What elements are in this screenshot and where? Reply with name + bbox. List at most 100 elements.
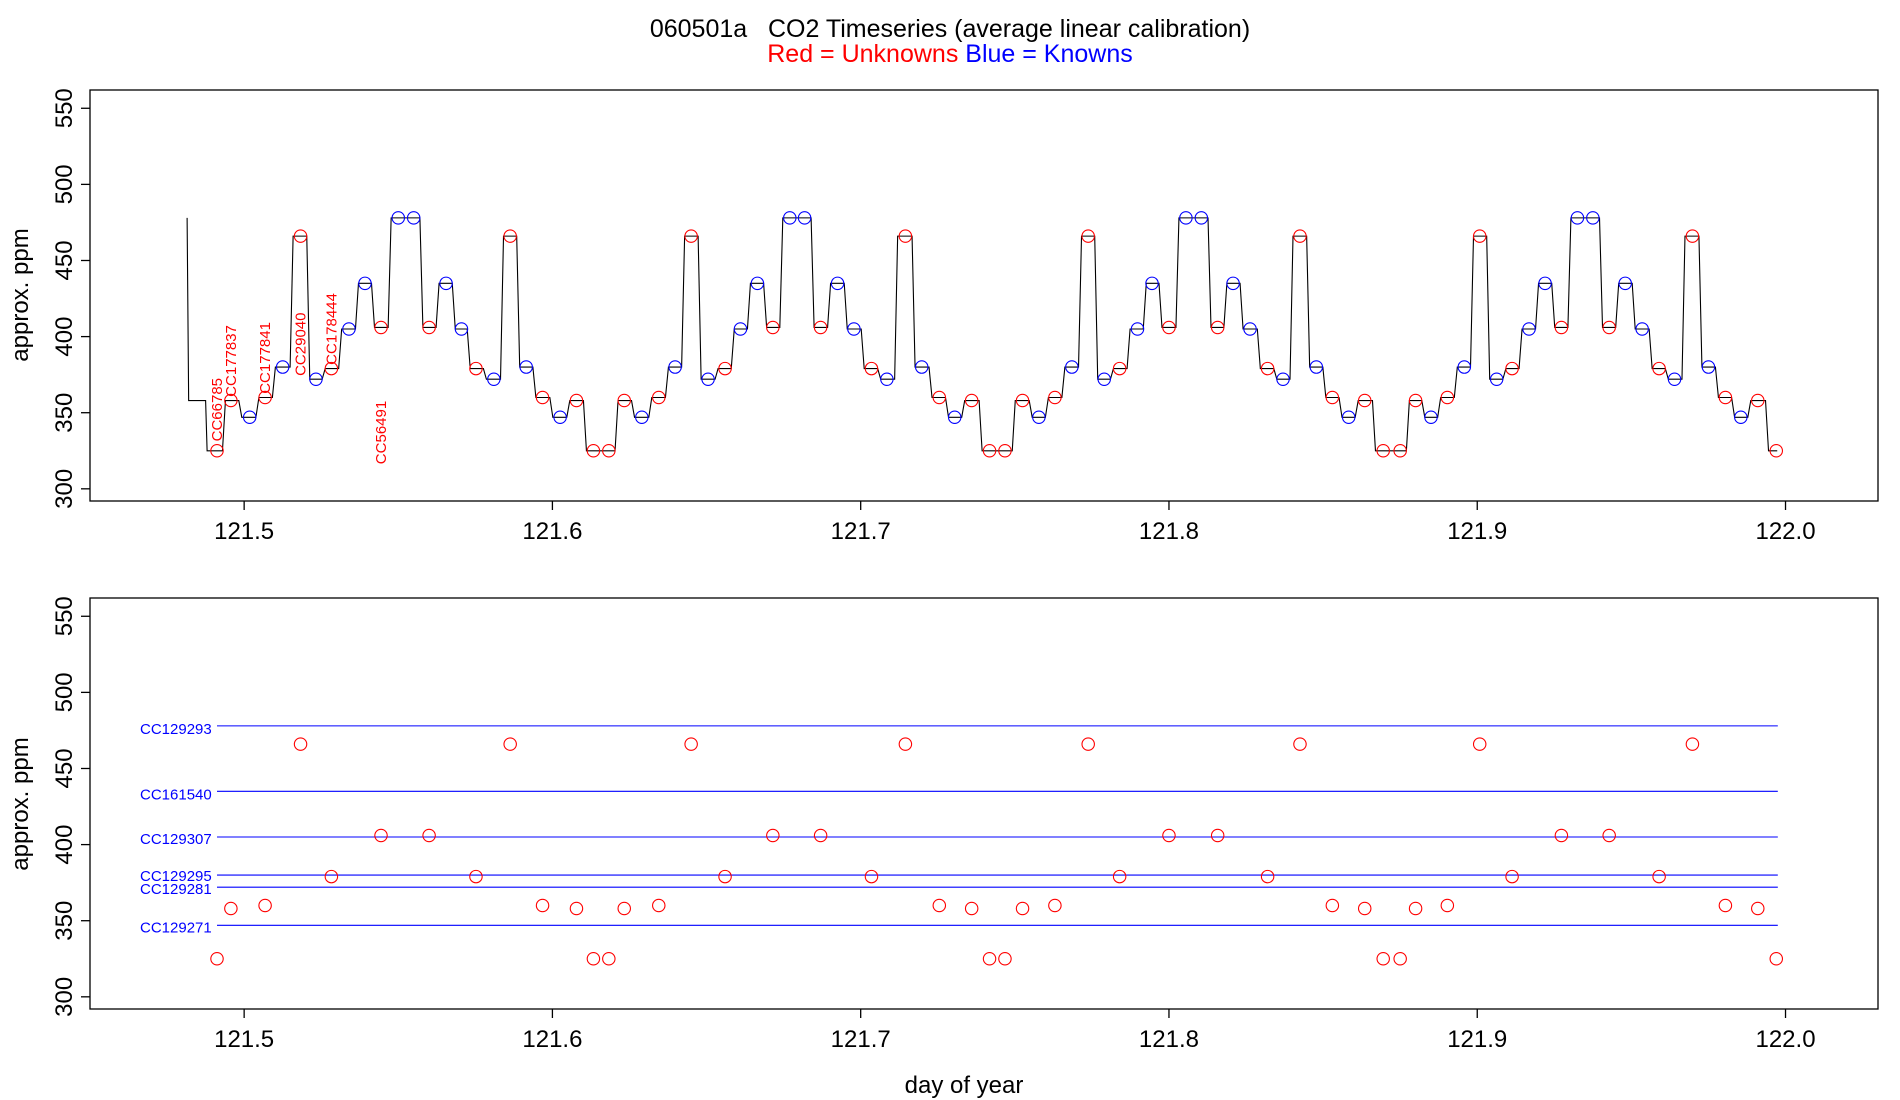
- unknown-point: [1554, 320, 1569, 335]
- unknown-point: [1112, 869, 1127, 884]
- unknown-point: [1325, 898, 1340, 913]
- unknown-point: [932, 898, 947, 913]
- unknown-point: [617, 901, 631, 916]
- unknown-point: [1293, 229, 1307, 243]
- reference-line-label: CC129307: [140, 831, 212, 848]
- known-point: [1065, 360, 1079, 374]
- known-point: [1276, 372, 1290, 386]
- y-axis-label-bottom: approx. ppm: [7, 737, 34, 870]
- top-x-tick-label: 122.0: [1755, 518, 1815, 545]
- unknown-point: [210, 952, 224, 966]
- top-y-tick-label: 400: [51, 317, 78, 357]
- known-point: [309, 372, 323, 386]
- unknown-point: [324, 869, 339, 884]
- unknown-point: [293, 229, 308, 243]
- known-point: [1226, 276, 1240, 291]
- plot-frame-top: [89, 89, 1879, 502]
- cylinder-id-label: CC29040: [293, 313, 310, 376]
- unknown-point: [1505, 361, 1519, 376]
- unknown-point: [1685, 229, 1700, 243]
- unknown-point: [898, 229, 913, 243]
- unknown-point: [766, 320, 780, 335]
- known-point: [1424, 410, 1438, 425]
- top-x-tick-label: 121.6: [522, 518, 582, 545]
- unknown-point: [1112, 361, 1127, 376]
- unknown-point: [1440, 390, 1455, 405]
- known-point: [519, 360, 533, 374]
- unknown-point: [469, 361, 483, 376]
- known-point: [406, 211, 421, 225]
- unknown-point: [602, 952, 616, 966]
- unknown-point: [1652, 361, 1666, 376]
- unknown-point: [1554, 828, 1569, 843]
- unknown-point: [932, 390, 947, 405]
- unknown-point: [1769, 952, 1784, 966]
- unknown-point: [210, 444, 224, 458]
- bottom-y-tick-label: 350: [51, 901, 78, 941]
- top-y-tick-label: 350: [51, 393, 78, 433]
- bottom-x-tick-label: 121.9: [1447, 1026, 1507, 1053]
- cylinder-id-label: CC66785: [209, 378, 226, 441]
- top-y-tick-label: 450: [51, 240, 78, 280]
- known-point: [1032, 410, 1046, 425]
- known-point: [783, 211, 797, 225]
- unknown-point: [1602, 320, 1616, 335]
- known-point: [1635, 322, 1649, 336]
- known-point: [1618, 276, 1632, 291]
- unknown-point: [652, 390, 666, 405]
- top-x-tick-label: 121.7: [831, 518, 891, 545]
- unknown-point: [964, 393, 979, 408]
- unknown-point: [813, 828, 828, 843]
- unknown-point: [422, 828, 436, 843]
- unknown-point: [293, 737, 308, 751]
- unknown-point: [1602, 828, 1616, 843]
- known-point: [342, 322, 356, 336]
- known-point: [1734, 410, 1748, 425]
- top-x-tick-label: 121.9: [1447, 518, 1507, 545]
- known-point: [1309, 360, 1324, 374]
- unknown-point: [1751, 901, 1765, 916]
- bottom-x-tick-label: 122.0: [1755, 1026, 1815, 1053]
- unknown-point: [1769, 444, 1784, 458]
- co2-trace-line: [186, 217, 1778, 452]
- unknown-point: [602, 444, 616, 458]
- known-point: [454, 322, 469, 336]
- known-point: [733, 322, 748, 336]
- unknown-point: [1015, 901, 1030, 916]
- unknown-point: [258, 898, 272, 913]
- unknown-point: [1015, 393, 1030, 408]
- unknown-point: [1408, 901, 1423, 916]
- known-point: [487, 372, 501, 386]
- unknown-point: [1357, 901, 1372, 916]
- unknown-point: [1210, 828, 1225, 843]
- unknown-point: [1751, 393, 1765, 408]
- subtitle-unknowns: Red = Unknowns: [767, 40, 958, 68]
- known-point: [1522, 322, 1536, 336]
- unknown-point: [1718, 898, 1733, 913]
- known-point: [797, 211, 812, 225]
- top-y-tick-label: 500: [51, 164, 78, 204]
- top-x-tick-label: 121.5: [214, 518, 274, 545]
- known-point: [1145, 276, 1159, 291]
- unknown-point: [864, 869, 879, 884]
- unknown-point: [617, 393, 631, 408]
- unknown-point: [1685, 737, 1700, 751]
- unknown-point: [684, 737, 698, 751]
- unknown-point: [982, 444, 997, 458]
- known-point: [1570, 211, 1585, 225]
- unknown-point: [224, 901, 238, 916]
- known-point: [1097, 372, 1111, 386]
- cylinder-id-label: CC56491: [373, 401, 390, 464]
- y-axis-label-top: approx. ppm: [7, 228, 34, 361]
- plot-frame-bottom: [89, 597, 1879, 1010]
- chart-title: 060501a CO2 Timeseries (average linear c…: [650, 15, 1250, 43]
- x-axis-label-bottom: day of year: [905, 1072, 1024, 1099]
- top-y-tick-label: 550: [51, 88, 78, 128]
- bottom-x-tick-label: 121.6: [522, 1026, 582, 1053]
- known-point: [635, 410, 649, 425]
- unknown-point: [535, 390, 550, 405]
- unknown-point: [718, 361, 732, 376]
- unknown-point: [766, 828, 780, 843]
- bottom-x-tick-label: 121.8: [1139, 1026, 1199, 1053]
